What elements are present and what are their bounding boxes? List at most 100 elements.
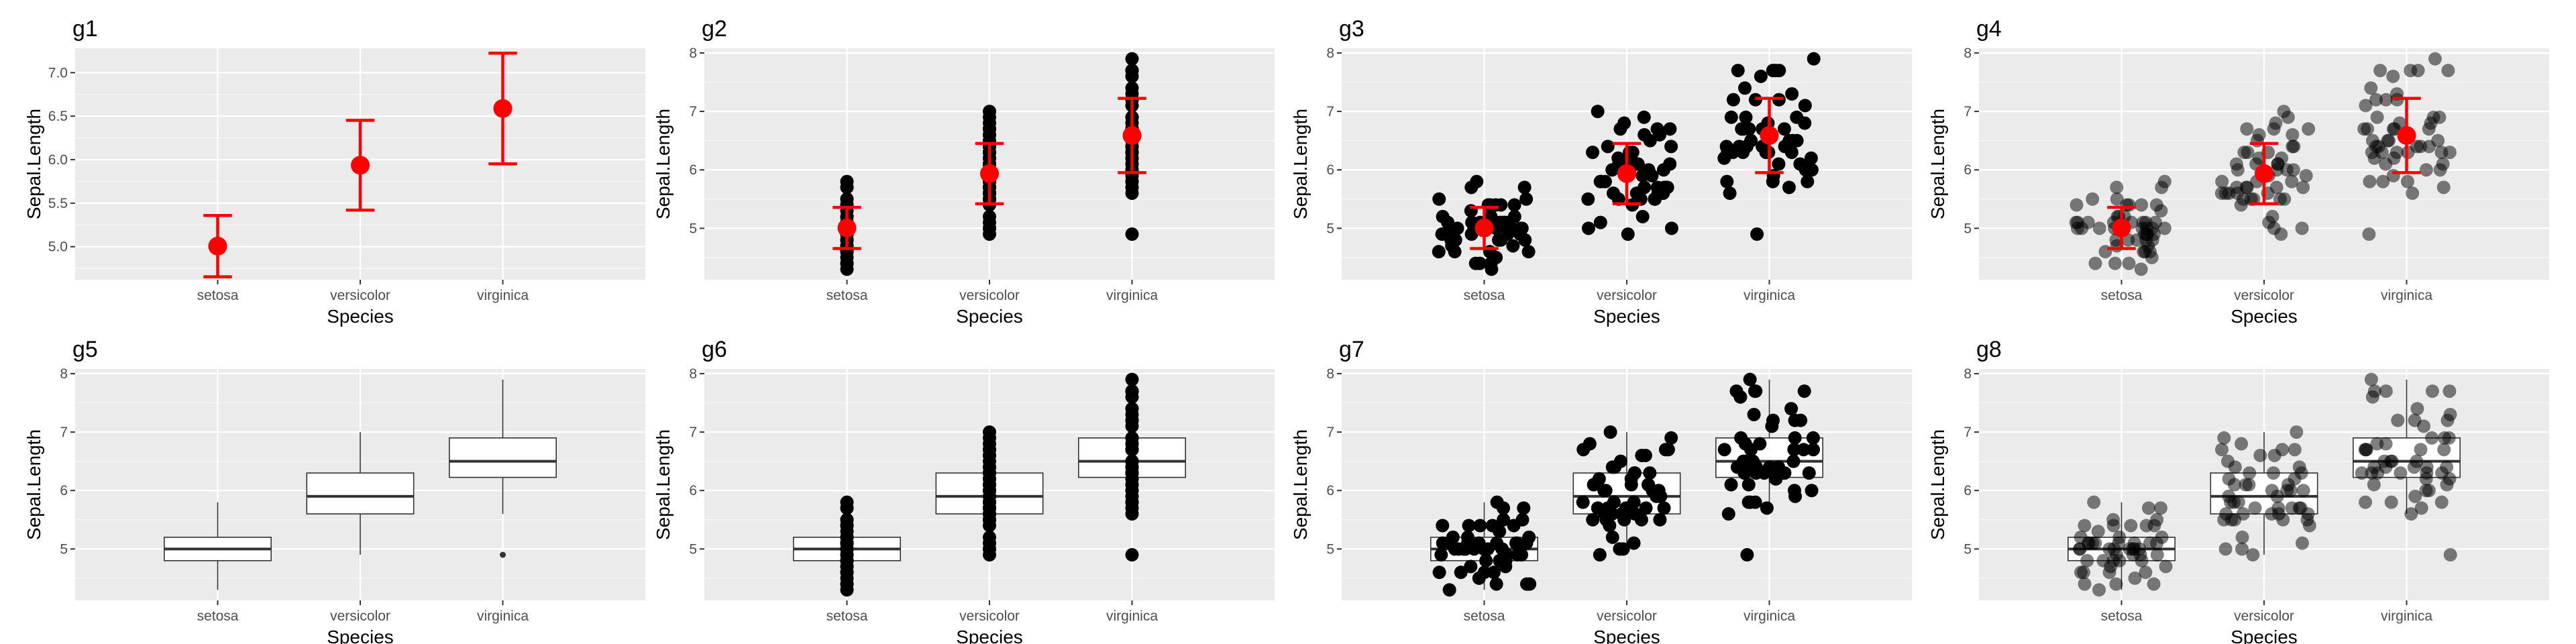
y-tick-label: 8 xyxy=(689,46,697,61)
data-point xyxy=(2373,64,2387,78)
x-tick-label-virginica: virginica xyxy=(2381,608,2432,624)
data-point xyxy=(1717,443,1731,457)
data-point xyxy=(1736,454,1750,468)
data-point xyxy=(1731,64,1745,78)
data-point xyxy=(1434,548,1448,562)
data-point xyxy=(840,256,854,270)
data-point xyxy=(1510,536,1524,550)
data-point xyxy=(2109,577,2123,591)
data-point xyxy=(1125,454,1139,468)
data-point xyxy=(1448,245,1462,259)
y-tick-label: 6 xyxy=(1964,483,1972,498)
data-point xyxy=(1724,110,1738,124)
x-axis-title: Species xyxy=(2231,627,2298,644)
data-point xyxy=(2086,192,2100,206)
data-point xyxy=(840,180,854,195)
data-point xyxy=(840,553,854,568)
y-axis-title: Sepal.Length xyxy=(1290,109,1311,219)
mean-point-versicolor xyxy=(1617,164,1636,183)
panel-title: g5 xyxy=(72,337,98,362)
data-point xyxy=(1784,402,1799,416)
data-point xyxy=(840,513,854,527)
data-point xyxy=(2217,431,2231,445)
panel-g4: 5 6 7 8 setosa versicolor virginica g4 Species Se… xyxy=(1927,16,2549,327)
data-point xyxy=(2155,530,2169,544)
data-point xyxy=(1624,472,1638,486)
data-point xyxy=(1643,466,1657,480)
data-point xyxy=(1797,384,1811,398)
data-point xyxy=(2302,519,2316,533)
data-point xyxy=(1787,443,1801,457)
data-point xyxy=(2150,548,2164,562)
data-point xyxy=(1777,122,1791,136)
data-point xyxy=(1489,577,1503,591)
data-point xyxy=(2363,174,2377,189)
data-point xyxy=(2359,495,2373,509)
y-tick-label: 6 xyxy=(689,162,697,178)
data-point xyxy=(2296,484,2310,498)
data-point xyxy=(1623,146,1637,160)
data-point xyxy=(1729,384,1743,398)
data-point xyxy=(2220,454,2235,468)
data-point xyxy=(1747,407,1761,421)
data-point xyxy=(2240,180,2254,195)
data-point xyxy=(1450,221,1464,235)
data-point xyxy=(1444,233,1458,247)
data-point xyxy=(1521,245,1536,259)
data-point xyxy=(2379,437,2393,451)
data-point xyxy=(2269,180,2284,195)
y-tick-label: 5 xyxy=(1326,221,1334,236)
x-tick-label-virginica: virginica xyxy=(1743,288,1795,303)
data-point xyxy=(1740,548,1754,562)
data-point xyxy=(2414,501,2428,515)
data-point xyxy=(840,542,854,556)
y-tick-label: 6.0 xyxy=(48,152,68,168)
data-point xyxy=(2400,174,2414,189)
data-point xyxy=(1515,548,1529,562)
data-point xyxy=(1576,495,1590,509)
mean-point-virginica xyxy=(493,99,513,118)
data-point xyxy=(1717,151,1731,165)
data-point xyxy=(1519,192,1534,206)
data-point xyxy=(2406,186,2420,201)
y-tick-label: 8 xyxy=(1326,366,1334,382)
data-point xyxy=(2087,495,2101,509)
data-point xyxy=(1653,127,1667,142)
data-point xyxy=(2155,180,2169,195)
data-point xyxy=(2355,466,2369,480)
data-point xyxy=(2122,198,2136,212)
data-point xyxy=(2288,443,2302,457)
data-point xyxy=(2243,466,2257,480)
data-point xyxy=(2434,495,2449,509)
data-point xyxy=(1587,478,1601,492)
data-point xyxy=(1627,495,1641,509)
data-point xyxy=(2096,553,2110,568)
data-point xyxy=(1802,466,1816,480)
data-point xyxy=(1798,116,1812,130)
data-point xyxy=(1125,64,1139,78)
data-point xyxy=(2276,513,2290,527)
mean-point-virginica xyxy=(1122,125,1142,145)
data-point xyxy=(2411,64,2425,78)
y-tick-label: 5 xyxy=(689,541,697,557)
data-point xyxy=(1653,513,1667,527)
data-point xyxy=(2296,180,2310,195)
data-point xyxy=(2362,227,2376,241)
data-point xyxy=(983,122,996,136)
y-axis-title: Sepal.Length xyxy=(1927,109,1948,219)
data-point xyxy=(2228,513,2242,527)
data-point xyxy=(1489,198,1503,212)
data-point xyxy=(2275,151,2289,165)
data-point xyxy=(2431,133,2445,148)
mean-point-versicolor xyxy=(351,156,370,175)
data-point xyxy=(1432,192,1446,206)
data-point xyxy=(1460,530,1474,544)
x-tick-label-virginica: virginica xyxy=(1106,608,1158,624)
mean-point-setosa xyxy=(2112,218,2131,237)
data-point xyxy=(1721,507,1735,521)
y-tick-label: 5 xyxy=(689,221,697,236)
data-point xyxy=(1796,443,1811,457)
data-point xyxy=(2248,501,2262,515)
data-point xyxy=(1788,489,1803,503)
data-point xyxy=(2285,174,2299,189)
